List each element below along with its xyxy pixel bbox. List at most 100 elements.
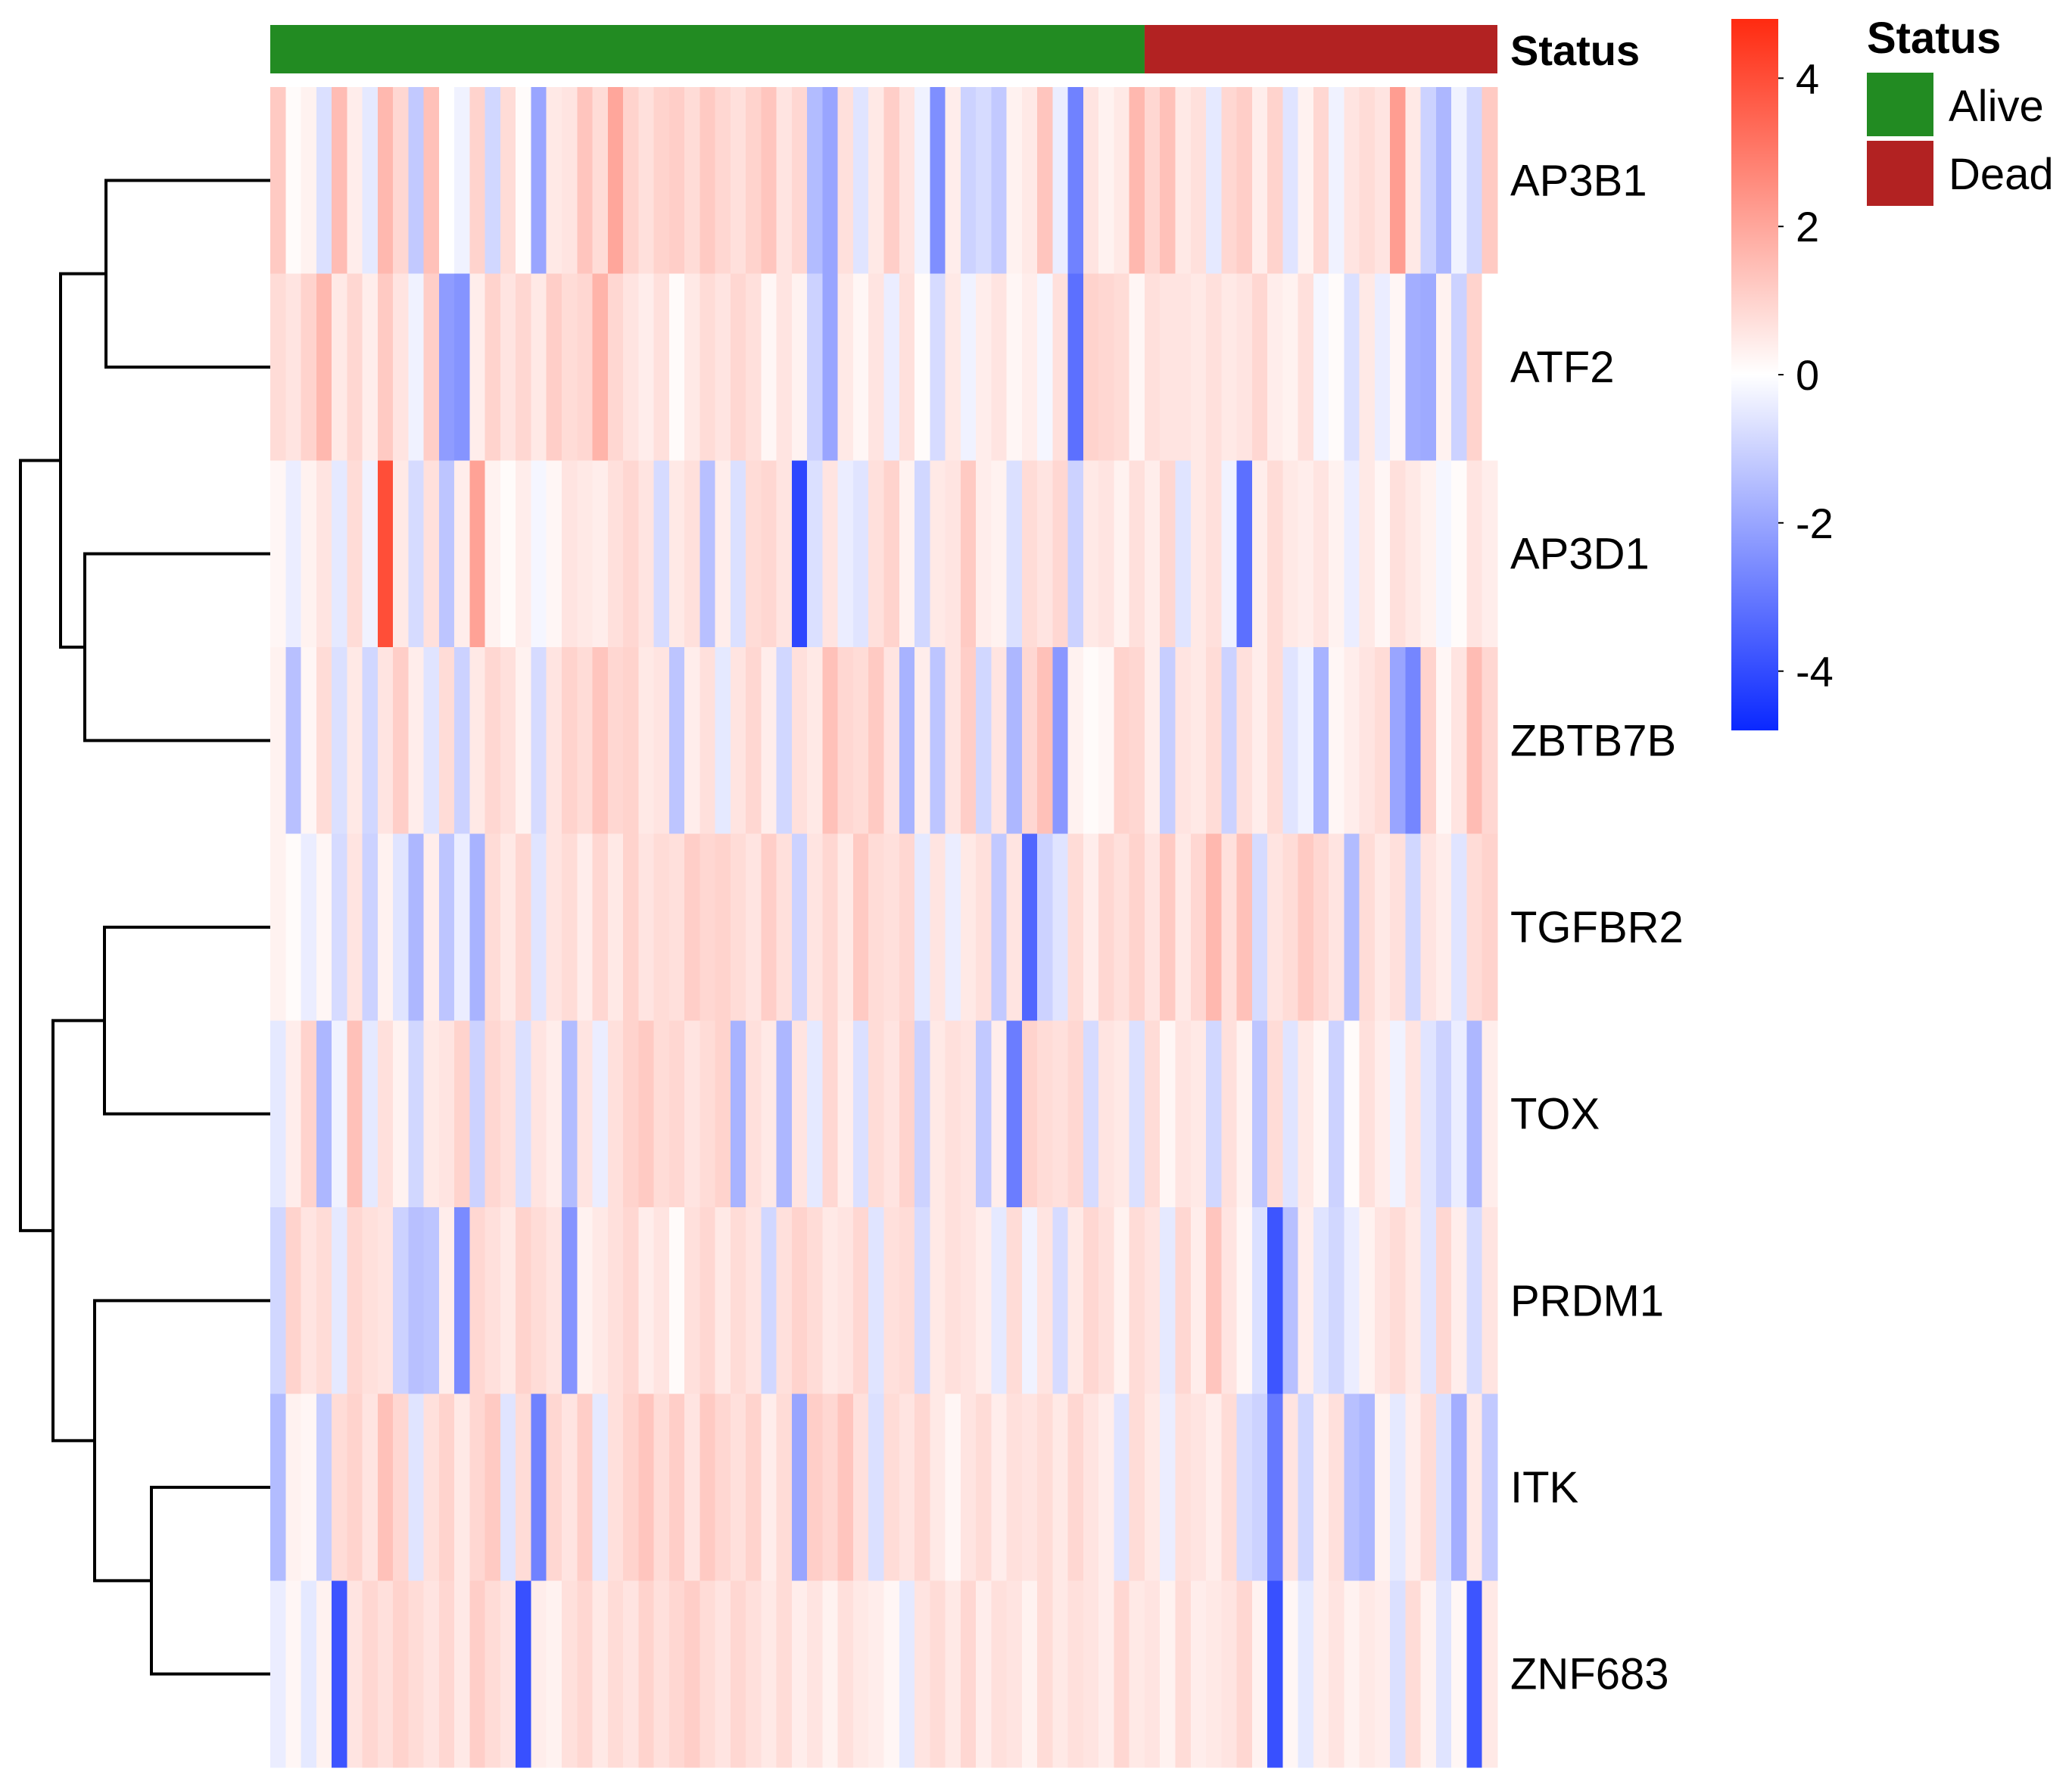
heatmap-cell [1037, 1580, 1053, 1768]
heatmap-cell [1160, 1020, 1176, 1208]
heatmap-cell [960, 460, 977, 648]
heatmap-cell [377, 1020, 394, 1208]
heatmap-cell [1267, 460, 1283, 648]
heatmap-cell [454, 1020, 471, 1208]
heatmap-cell [1021, 647, 1038, 835]
heatmap-cell [1083, 273, 1099, 461]
heatmap-cell [668, 1207, 685, 1395]
heatmap-cell [1405, 460, 1422, 648]
heatmap-cell [638, 273, 655, 461]
heatmap-cell [1329, 1207, 1344, 1395]
heatmap-cell [1298, 1580, 1314, 1768]
heatmap-cell [1267, 273, 1283, 461]
heatmap-cell [332, 1020, 347, 1208]
heatmap-cell [1144, 1393, 1161, 1581]
heatmap-cell [377, 833, 394, 1021]
dendrogram-link [51, 1019, 104, 1443]
heatmap-cell [1160, 647, 1176, 835]
heatmap-cell [516, 1020, 532, 1208]
heatmap-cell [531, 1393, 547, 1581]
heatmap-cell [899, 1207, 915, 1395]
heatmap-cell [822, 273, 839, 461]
heatmap-cell [623, 647, 639, 835]
heatmap-cell [546, 273, 562, 461]
heatmap-cell [1390, 1020, 1407, 1208]
heatmap-cell [332, 460, 347, 648]
heatmap-cell [1420, 273, 1437, 461]
heatmap-cell [715, 87, 731, 275]
heatmap-cell [1435, 1580, 1452, 1768]
heatmap-cell [393, 460, 409, 648]
heatmap-cell [393, 273, 409, 461]
heatmap-cell [316, 1020, 332, 1208]
heatmap-cell [1405, 647, 1422, 835]
heatmap-cell [930, 1393, 946, 1581]
heatmap-cell [408, 1020, 425, 1208]
heatmap-cell [684, 273, 700, 461]
heatmap-cell [852, 273, 869, 461]
heatmap-cell [653, 273, 670, 461]
heatmap-cell [1175, 1393, 1192, 1581]
heatmap-cell [1021, 87, 1038, 275]
heatmap-cell [991, 833, 1008, 1021]
heatmap-cell [1067, 833, 1084, 1021]
heatmap-cell [270, 87, 286, 275]
heatmap-cell [914, 1020, 930, 1208]
heatmap-cell [715, 1580, 731, 1768]
heatmap-cell [1083, 833, 1099, 1021]
heatmap-cell [332, 1207, 347, 1395]
heatmap-cell [1466, 1020, 1483, 1208]
heatmap-cell [332, 1580, 347, 1768]
heatmap-cell [1359, 1207, 1376, 1395]
heatmap-cell [1021, 1580, 1038, 1768]
heatmap-cell [746, 460, 762, 648]
colorbar [1731, 19, 1778, 730]
heatmap-cell [423, 273, 440, 461]
heatmap-cell [1435, 1393, 1452, 1581]
heatmap-cell [960, 87, 977, 275]
heatmap-cell [546, 460, 562, 648]
heatmap-cell [1114, 833, 1130, 1021]
heatmap-cell [423, 1580, 440, 1768]
heatmap-cell [1098, 1207, 1115, 1395]
heatmap-cell [1114, 1020, 1130, 1208]
heatmap-cell [516, 460, 532, 648]
heatmap-cell [791, 1207, 808, 1395]
heatmap-cell [730, 1207, 746, 1395]
heatmap-cell [1251, 460, 1268, 648]
heatmap-cell [1435, 273, 1452, 461]
heatmap-cell [285, 460, 302, 648]
heatmap-cell [1160, 1580, 1176, 1768]
heatmap-cell [991, 87, 1008, 275]
heatmap-cell [1236, 1393, 1253, 1581]
heatmap-cell [408, 273, 425, 461]
heatmap-cell [1482, 273, 1498, 461]
heatmap-cell [1144, 460, 1161, 648]
heatmap-cell [1374, 87, 1391, 275]
heatmap-cell [285, 1207, 302, 1395]
heatmap-cell [1129, 87, 1145, 275]
heatmap-cell [638, 1580, 655, 1768]
heatmap-cell [347, 1020, 363, 1208]
heatmap-cell [1466, 460, 1483, 648]
heatmap-cell [1282, 460, 1299, 648]
heatmap-cell [1420, 1020, 1437, 1208]
heatmap-cell [761, 1020, 777, 1208]
heatmap-cell [791, 460, 808, 648]
heatmap-cell [1405, 1393, 1422, 1581]
heatmap-cell [362, 273, 379, 461]
heatmap-cell [1175, 647, 1192, 835]
heatmap-cell [730, 1580, 746, 1768]
heatmap-cell [1052, 1020, 1069, 1208]
heatmap-cell [699, 87, 716, 275]
dendrogram-link [19, 459, 61, 1232]
heatmap-cell [1451, 833, 1468, 1021]
heatmap-cell [1098, 273, 1115, 461]
heatmap-cell [1190, 1020, 1207, 1208]
heatmap-cell [852, 87, 869, 275]
heatmap-cell [1221, 1580, 1238, 1768]
heatmap-cell [1160, 87, 1176, 275]
heatmap-cell [561, 647, 578, 835]
heatmap-cell [623, 1020, 639, 1208]
heatmap-cell [561, 460, 578, 648]
